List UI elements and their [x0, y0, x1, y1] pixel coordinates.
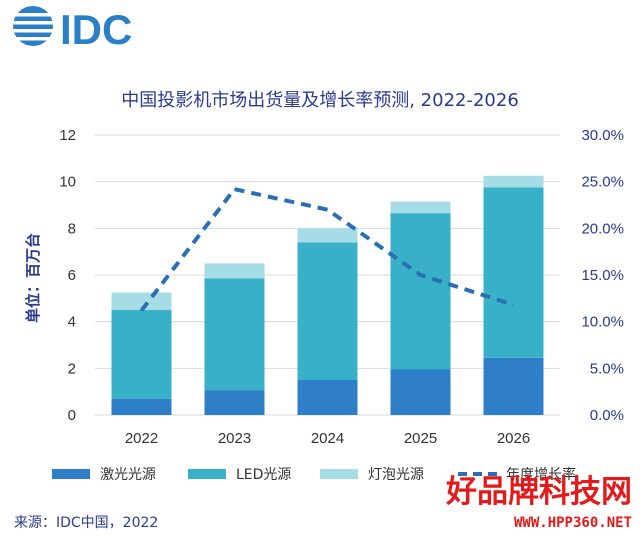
idc-logo: IDC [13, 6, 132, 53]
bar-2025-laser [390, 369, 451, 415]
logo-text: IDC [60, 6, 132, 53]
legend-swatch-led [188, 469, 226, 479]
chart-title: 中国投影机市场出货量及增长率预测, 2022-2026 [121, 90, 519, 111]
bar-2025-bulb [390, 201, 451, 214]
y2-tick-label: 30.0% [581, 127, 624, 144]
growth-line-layer [139, 187, 515, 312]
bars [111, 175, 544, 415]
x-tick-label: 2024 [311, 430, 344, 447]
bar-2025-led [390, 213, 451, 370]
y-axis-ticks: 0 2 4 6 8 10 12 [59, 127, 76, 424]
bar-2024-bulb [297, 228, 358, 243]
y-tick-label: 10 [59, 174, 76, 191]
legend-label: 激光光源 [100, 466, 156, 483]
growth-rate-line [139, 187, 515, 312]
y2-tick-label: 20.0% [581, 220, 624, 237]
y-tick-label: 2 [68, 360, 76, 377]
bar-2026-led [483, 187, 544, 358]
y2-tick-label: 25.0% [581, 174, 624, 191]
legend-label: 灯泡光源 [368, 467, 424, 483]
bar-2022-bulb [111, 292, 172, 310]
y2-tick-label: 10.0% [581, 314, 624, 331]
growth-rate-point [327, 209, 328, 211]
y2-tick-label: 0.0% [590, 407, 624, 424]
y-tick-label: 8 [68, 220, 76, 237]
bar-2023-led [204, 278, 265, 391]
y2-axis-ticks: 0.0% 5.0% 10.0% 15.0% 20.0% 25.0% 30.0% [581, 127, 624, 424]
legend-label: LED光源 [236, 467, 291, 483]
bar-2026-bulb [483, 175, 544, 188]
x-tick-label: 2026 [497, 430, 530, 447]
legend-swatch-bulb [320, 469, 358, 479]
x-tick-label: 2023 [218, 430, 251, 447]
y-tick-label: 0 [68, 407, 76, 424]
bar-2023-bulb [204, 263, 265, 279]
x-tick-label: 2025 [404, 430, 437, 447]
watermark: 好品牌科技网 WWW.HPP360.NET [445, 474, 632, 531]
bar-2024-led [297, 242, 358, 380]
watermark-text: 好品牌科技网 [445, 474, 632, 510]
y-tick-label: 12 [59, 127, 76, 144]
legend-label: 年度增长率 [506, 466, 576, 483]
growth-rate-point [420, 274, 421, 276]
legend-swatch-laser [52, 469, 90, 479]
x-axis-ticks: 2022 2023 2024 2025 2026 [125, 430, 530, 447]
bar-2024-laser [297, 380, 358, 415]
bar-2023-laser [204, 390, 265, 415]
globe-icon [13, 6, 53, 46]
x-tick-label: 2022 [125, 430, 158, 447]
y-tick-label: 4 [68, 314, 76, 331]
y2-tick-label: 15.0% [581, 267, 624, 284]
growth-rate-point [141, 309, 142, 311]
y-axis-label: 单位：百万台 [24, 233, 42, 323]
growth-rate-point [513, 304, 514, 306]
y2-tick-label: 5.0% [590, 360, 624, 377]
bar-2026-laser [483, 357, 544, 415]
legend: 激光光源 LED光源 灯泡光源 年度增长率 [52, 466, 576, 483]
y-tick-label: 6 [68, 267, 76, 284]
bar-2022-laser [111, 398, 172, 415]
bar-2022-led [111, 310, 172, 399]
source-note: 来源：IDC中国，2022 [14, 515, 158, 531]
growth-rate-point [234, 188, 235, 190]
watermark-url: WWW.HPP360.NET [514, 515, 632, 531]
